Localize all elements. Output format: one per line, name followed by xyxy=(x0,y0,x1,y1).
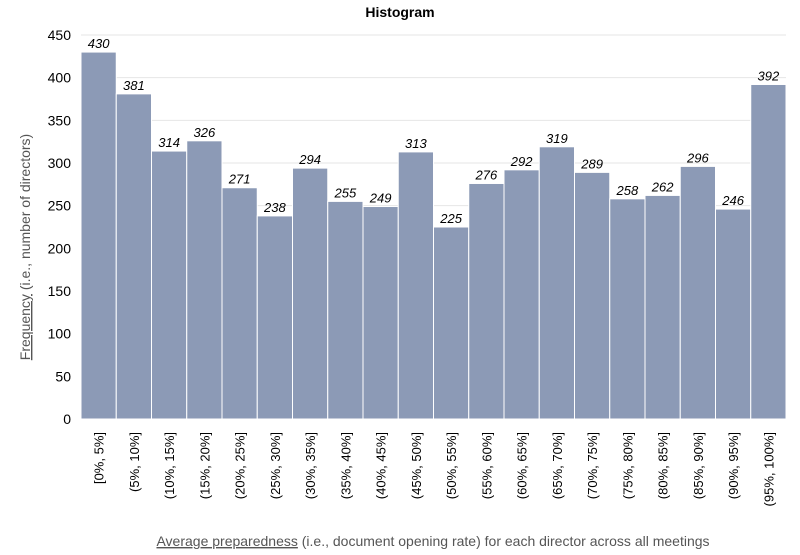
data-label: 289 xyxy=(580,156,603,171)
y-axis-label: Frequency (i.e., number of directors) xyxy=(17,134,33,360)
x-tick-label: (95%, 100%] xyxy=(761,432,776,506)
bar xyxy=(221,187,258,420)
bars xyxy=(80,51,787,420)
y-tick-label: 400 xyxy=(48,70,72,86)
data-label: 326 xyxy=(194,125,216,140)
bar xyxy=(679,165,716,420)
x-axis-ticks: [0%, 5%] (5%, 10%] (10%, 15%] (15%, 20%] (20… xyxy=(92,432,777,506)
bar xyxy=(151,150,188,420)
data-label: 238 xyxy=(263,200,286,215)
y-axis-label-rest: (i.e., number of directors) xyxy=(17,134,33,294)
x-axis-label-rest: (i.e., document opening rate) for each d… xyxy=(298,533,710,549)
data-label: 271 xyxy=(228,172,251,187)
data-label: 294 xyxy=(298,152,321,167)
data-label: 314 xyxy=(158,135,180,150)
data-label: 319 xyxy=(546,131,568,146)
data-labels: 430 381 314 326 271 238 294 255 249 313 225 276 292 3… xyxy=(88,36,780,226)
x-tick-label: (90%, 95%] xyxy=(726,432,741,499)
data-label: 430 xyxy=(88,36,110,51)
x-tick-label: (25%, 30%] xyxy=(268,432,283,499)
y-tick-label: 200 xyxy=(48,240,72,256)
x-tick-label: (45%, 50%] xyxy=(409,432,424,499)
bar xyxy=(362,206,399,420)
bar xyxy=(115,93,152,420)
bar xyxy=(574,171,611,420)
y-tick-label: 350 xyxy=(48,112,72,128)
y-tick-label: 300 xyxy=(48,155,72,171)
y-tick-label: 450 xyxy=(48,27,72,43)
bar xyxy=(468,182,505,420)
bar xyxy=(327,200,364,420)
y-tick-label: 100 xyxy=(48,326,72,342)
y-tick-label: 0 xyxy=(63,411,71,427)
data-label: 276 xyxy=(475,167,498,182)
y-tick-label: 50 xyxy=(55,368,71,384)
bar xyxy=(80,51,117,420)
x-tick-label: (20%, 25%] xyxy=(233,432,248,499)
x-tick-label: (5%, 10%] xyxy=(127,432,142,492)
x-tick-label: (10%, 15%] xyxy=(162,432,177,499)
y-axis-ticks: 0 50 100 150 200 250 300 350 400 450 xyxy=(48,27,72,427)
bar xyxy=(256,215,293,420)
x-tick-label: (80%, 85%] xyxy=(656,432,671,499)
data-label: 262 xyxy=(651,179,674,194)
data-label: 313 xyxy=(405,136,427,151)
bar xyxy=(644,194,681,420)
x-tick-label: (60%, 65%] xyxy=(515,432,530,499)
x-tick-label: (75%, 80%] xyxy=(620,432,635,499)
x-tick-label: (30%, 35%] xyxy=(303,432,318,499)
x-tick-label: (70%, 75%] xyxy=(585,432,600,499)
bar xyxy=(609,198,646,420)
x-tick-label: (15%, 20%] xyxy=(197,432,212,499)
bar xyxy=(433,226,470,420)
data-label: 249 xyxy=(369,191,392,206)
bar xyxy=(186,140,223,420)
data-label: 255 xyxy=(334,185,357,200)
x-tick-label: (35%, 40%] xyxy=(338,432,353,499)
x-tick-label: (85%, 90%] xyxy=(691,432,706,499)
bar xyxy=(397,151,434,420)
x-axis-label: Average preparedness (i.e., document ope… xyxy=(156,533,709,549)
data-label: 392 xyxy=(758,68,780,83)
bar xyxy=(538,146,575,420)
data-label: 381 xyxy=(123,78,145,93)
x-tick-label: [0%, 5%] xyxy=(92,432,107,484)
chart-title: Histogram xyxy=(365,4,434,20)
data-label: 246 xyxy=(721,193,744,208)
data-label: 225 xyxy=(439,211,462,226)
x-tick-label: (55%, 60%] xyxy=(479,432,494,499)
y-tick-label: 150 xyxy=(48,283,72,299)
data-label: 292 xyxy=(510,154,533,169)
x-axis-label-underlined: Average preparedness xyxy=(156,533,297,549)
bar xyxy=(503,169,540,420)
y-axis-label-underlined: Frequency xyxy=(17,294,33,360)
x-tick-label: (50%, 55%] xyxy=(444,432,459,499)
bar xyxy=(292,167,329,420)
x-tick-label: (40%, 45%] xyxy=(374,432,389,499)
x-tick-label: (65%, 70%] xyxy=(550,432,565,499)
bar xyxy=(715,208,752,420)
data-label: 258 xyxy=(616,183,639,198)
bar xyxy=(750,83,787,420)
data-label: 296 xyxy=(686,150,709,165)
y-tick-label: 250 xyxy=(48,198,72,214)
